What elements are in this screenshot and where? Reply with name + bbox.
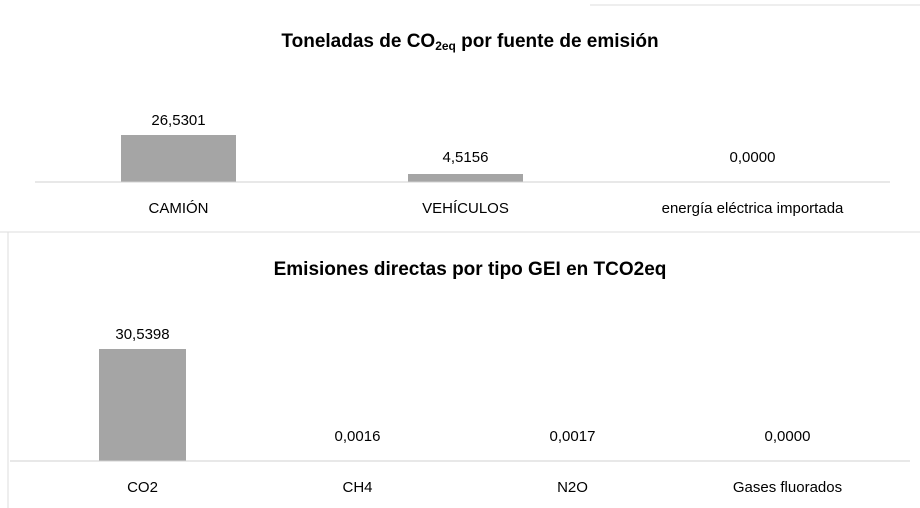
x-tick-label: CH4 [342,479,372,496]
chart-title: Toneladas de CO2eq por fuente de emisión [281,31,658,53]
title-part: Toneladas de CO [281,31,435,52]
data-label: 4,5156 [443,149,489,166]
title-part: por fuente de emisión [456,31,659,52]
bar [408,174,523,182]
data-label: 26,5301 [151,112,205,129]
x-tick-label: CO2 [127,479,158,496]
data-label: 0,0000 [765,428,811,445]
bar [121,135,236,182]
data-label: 30,5398 [115,326,169,343]
x-tick-label: N2O [557,479,588,496]
title-subscript: 2eq [435,39,456,53]
x-tick-label: VEHÍCULOS [422,200,509,217]
data-label: 0,0017 [550,428,596,445]
x-tick-label: CAMIÓN [149,200,209,217]
data-label: 0,0016 [335,428,381,445]
x-tick-label: energía eléctrica importada [662,200,844,217]
bar [99,349,186,461]
x-tick-label: Gases fluorados [733,479,842,496]
chart-title: Emisiones directas por tipo GEI en TCO2e… [274,259,667,280]
data-label: 0,0000 [730,149,776,166]
